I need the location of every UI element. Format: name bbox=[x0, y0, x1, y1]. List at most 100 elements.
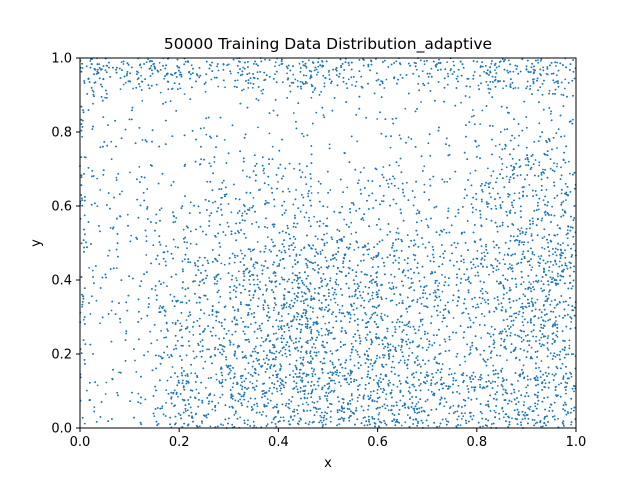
scatter-point bbox=[163, 336, 166, 339]
scatter-point bbox=[317, 192, 319, 194]
scatter-point bbox=[296, 388, 299, 391]
scatter-point bbox=[336, 304, 339, 306]
scatter-point bbox=[441, 290, 444, 293]
scatter-point bbox=[266, 226, 269, 229]
scatter-point bbox=[328, 385, 331, 388]
scatter-point bbox=[249, 250, 252, 253]
scatter-point bbox=[323, 82, 326, 85]
scatter-point bbox=[426, 338, 429, 341]
scatter-point bbox=[192, 350, 195, 353]
scatter-point bbox=[406, 311, 409, 313]
scatter-point bbox=[520, 340, 523, 343]
scatter-point bbox=[359, 188, 362, 191]
scatter-point bbox=[310, 96, 313, 99]
scatter-point bbox=[337, 266, 339, 269]
scatter-point bbox=[213, 348, 216, 351]
scatter-point bbox=[391, 299, 394, 302]
scatter-point bbox=[530, 233, 533, 235]
scatter-point bbox=[399, 348, 402, 351]
scatter-point bbox=[229, 344, 232, 346]
scatter-point bbox=[540, 316, 543, 319]
scatter-point bbox=[230, 211, 233, 214]
scatter-point bbox=[327, 295, 330, 298]
scatter-point bbox=[412, 281, 414, 284]
scatter-point bbox=[236, 79, 239, 82]
scatter-point bbox=[463, 261, 465, 264]
scatter-point bbox=[508, 287, 511, 289]
scatter-point bbox=[555, 65, 557, 67]
scatter-point bbox=[192, 334, 195, 336]
scatter-point bbox=[256, 278, 259, 281]
scatter-point bbox=[209, 63, 211, 66]
scatter-point bbox=[323, 346, 326, 349]
scatter-point bbox=[276, 390, 279, 393]
scatter-point bbox=[557, 417, 559, 420]
scatter-point bbox=[551, 205, 553, 208]
scatter-point bbox=[223, 263, 226, 266]
scatter-point bbox=[406, 367, 409, 370]
scatter-point bbox=[447, 72, 449, 75]
scatter-point bbox=[522, 243, 525, 246]
scatter-point bbox=[399, 74, 402, 76]
scatter-point bbox=[551, 271, 554, 273]
scatter-point bbox=[443, 405, 446, 408]
scatter-point bbox=[122, 63, 125, 65]
scatter-point bbox=[322, 346, 325, 349]
scatter-point bbox=[307, 192, 309, 195]
scatter-point bbox=[310, 192, 313, 194]
scatter-point bbox=[262, 411, 264, 413]
scatter-point bbox=[351, 84, 353, 86]
scatter-point bbox=[233, 414, 236, 416]
scatter-point bbox=[158, 307, 161, 310]
scatter-point bbox=[563, 135, 566, 138]
scatter-point bbox=[99, 189, 102, 191]
scatter-point bbox=[377, 413, 380, 416]
scatter-point bbox=[383, 314, 386, 316]
scatter-point bbox=[407, 338, 410, 341]
scatter-point bbox=[305, 262, 308, 265]
scatter-point bbox=[434, 299, 436, 301]
scatter-point bbox=[393, 366, 396, 369]
scatter-point bbox=[301, 171, 304, 174]
scatter-point bbox=[329, 391, 332, 393]
scatter-point bbox=[215, 319, 218, 322]
scatter-point bbox=[403, 324, 406, 326]
scatter-point bbox=[86, 389, 88, 392]
scatter-point bbox=[463, 197, 466, 200]
scatter-point bbox=[421, 323, 424, 326]
scatter-point bbox=[483, 70, 485, 73]
scatter-point bbox=[460, 101, 462, 104]
scatter-point bbox=[247, 419, 249, 422]
scatter-point bbox=[492, 364, 495, 367]
scatter-point bbox=[371, 294, 373, 297]
scatter-point bbox=[305, 67, 308, 69]
scatter-point bbox=[276, 265, 279, 268]
scatter-point bbox=[294, 78, 297, 81]
scatter-point bbox=[572, 353, 575, 355]
scatter-point bbox=[520, 336, 523, 339]
scatter-point bbox=[227, 329, 230, 332]
scatter-point bbox=[544, 320, 547, 323]
scatter-point bbox=[287, 188, 290, 190]
scatter-point bbox=[506, 318, 508, 321]
scatter-point bbox=[93, 406, 96, 408]
scatter-point bbox=[540, 336, 543, 339]
scatter-point bbox=[386, 330, 389, 333]
scatter-point bbox=[446, 61, 449, 63]
scatter-point bbox=[492, 187, 494, 190]
scatter-point bbox=[568, 160, 570, 163]
scatter-point bbox=[548, 89, 551, 92]
scatter-point bbox=[292, 342, 295, 345]
scatter-point bbox=[544, 335, 547, 338]
scatter-point bbox=[370, 390, 372, 393]
scatter-point bbox=[281, 81, 284, 84]
scatter-point bbox=[219, 278, 222, 280]
scatter-point bbox=[444, 276, 446, 278]
scatter-point bbox=[278, 64, 281, 67]
scatter-point bbox=[96, 205, 99, 208]
scatter-point bbox=[573, 77, 576, 80]
scatter-point bbox=[251, 86, 254, 89]
scatter-point bbox=[405, 333, 408, 336]
scatter-point bbox=[305, 74, 308, 77]
scatter-point bbox=[240, 377, 243, 380]
